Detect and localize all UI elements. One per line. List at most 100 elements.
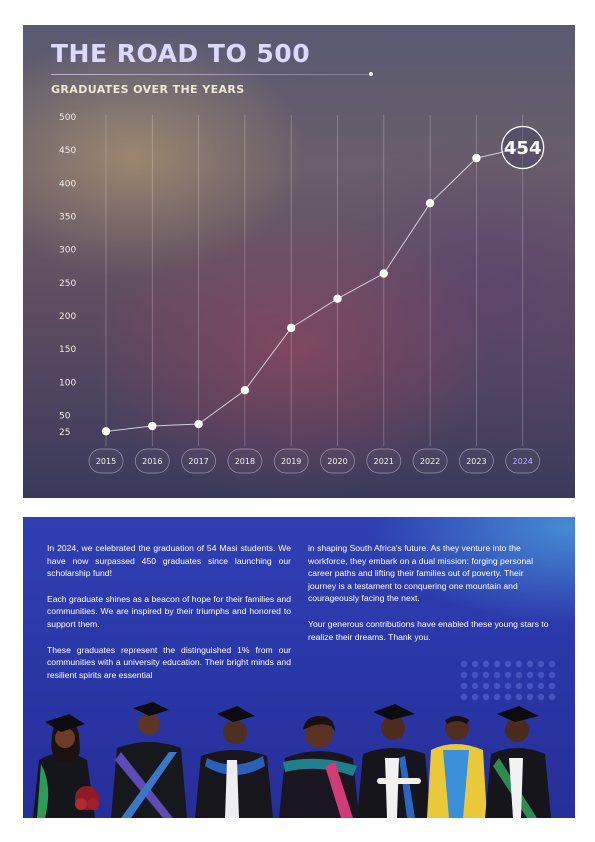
data-point (240, 386, 250, 395)
chart-subtitle: GRADUATES OVER THE YEARS (51, 83, 245, 96)
graduate-figure (279, 716, 359, 818)
x-tick-label: 2019 (281, 457, 301, 466)
dot (537, 660, 545, 668)
data-point (194, 419, 203, 429)
y-tick-label: 300 (59, 246, 76, 256)
dot (515, 682, 523, 690)
data-point (379, 269, 388, 278)
y-tick-label: 25 (59, 428, 70, 438)
dot (526, 671, 534, 679)
dot (526, 660, 534, 668)
dot (493, 671, 501, 679)
dot (515, 660, 523, 668)
dot (515, 693, 523, 701)
title-underline-dot (369, 72, 373, 76)
data-point (148, 421, 157, 431)
x-tick-label: 2024 (513, 457, 533, 466)
chart-title: THE ROAD TO 500 (51, 39, 311, 68)
story-panel: In 2024, we celebrated the graduation of… (23, 517, 575, 818)
dot (548, 693, 556, 701)
x-tick-pill (273, 448, 309, 474)
x-tick-label: 2015 (96, 457, 116, 466)
dot (460, 693, 468, 701)
dot (504, 671, 512, 679)
graduate-figure (357, 704, 431, 818)
x-tick-pill (227, 448, 263, 474)
y-tick-label: 400 (59, 179, 76, 189)
dot (482, 693, 490, 701)
dot (504, 693, 512, 701)
dot (460, 660, 468, 668)
dot (504, 682, 512, 690)
x-tick-label: 2021 (374, 457, 394, 466)
data-point (425, 199, 435, 208)
story-paragraph: In 2024, we celebrated the graduation of… (47, 543, 291, 579)
y-tick-label: 500 (59, 113, 76, 123)
y-tick-label: 150 (59, 345, 76, 355)
x-tick-label: 2022 (420, 457, 440, 466)
chart-panel: THE ROAD TO 500 GRADUATES OVER THE YEARS… (23, 25, 575, 498)
dot (548, 682, 556, 690)
story-paragraph: Your generous contributions have enabled… (308, 618, 549, 642)
line-chart: 25 50 100 150 200 250 300 350 400 450 500 454 2015 20… (59, 113, 545, 474)
y-tick-label: 200 (59, 312, 76, 322)
x-tick-pill (459, 448, 494, 474)
x-tick-pill (320, 448, 355, 474)
dot (548, 671, 556, 679)
y-tick-label: 250 (59, 279, 76, 289)
dot (482, 671, 490, 679)
y-tick-label: 450 (59, 146, 76, 156)
x-tick-pill (366, 448, 402, 474)
dot (471, 671, 479, 679)
dot (548, 660, 556, 668)
story-paragraph: Each graduate shines as a beacon of hope… (47, 593, 291, 629)
dot (460, 671, 468, 679)
data-point (101, 427, 111, 436)
x-tick-pill (181, 448, 216, 474)
dot (537, 693, 545, 701)
x-tick-label: 2023 (466, 457, 486, 466)
x-tick-label: 2020 (327, 457, 347, 466)
highlight-badge (501, 125, 545, 170)
x-tick-pill (88, 448, 124, 474)
story-column-left: In 2024, we celebrated the graduation of… (47, 542, 291, 694)
y-tick-label: 350 (59, 212, 76, 222)
x-tick-pill (412, 448, 448, 474)
dot (537, 671, 545, 679)
decorative-dot-grid (460, 660, 556, 701)
graduate-figure (33, 714, 99, 818)
x-tick-label: 2017 (188, 457, 208, 466)
story-paragraph: in shaping South Africa's future. As the… (308, 543, 533, 604)
data-point (472, 153, 481, 163)
dot (482, 682, 490, 690)
dot (504, 660, 512, 668)
dot (526, 682, 534, 690)
dot (515, 671, 523, 679)
graduate-figure (195, 706, 273, 818)
y-tick-label: 50 (59, 411, 71, 421)
dot (460, 682, 468, 690)
x-tick-label: 2018 (235, 457, 255, 466)
story-column-right: in shaping South Africa's future. As the… (308, 542, 553, 656)
story-paragraph: These graduates represent the distinguis… (47, 644, 291, 680)
data-point (333, 294, 342, 303)
graduates-photo (33, 702, 551, 818)
dot (482, 660, 490, 668)
series-line (105, 147, 523, 432)
highlight-label: 454 (504, 138, 542, 159)
y-tick-label: 100 (59, 378, 76, 388)
graduate-figure (485, 706, 551, 818)
data-point (287, 323, 296, 333)
title-underline (51, 74, 371, 75)
x-tick-pill (505, 448, 541, 474)
dot (471, 693, 479, 701)
dot (526, 693, 534, 701)
dot (537, 682, 545, 690)
dot (471, 660, 479, 668)
dot (493, 682, 501, 690)
x-tick-label: 2016 (142, 457, 162, 466)
dot (493, 660, 501, 668)
graduate-figure (111, 702, 187, 818)
dot (493, 693, 501, 701)
x-tick-pill (134, 448, 170, 474)
